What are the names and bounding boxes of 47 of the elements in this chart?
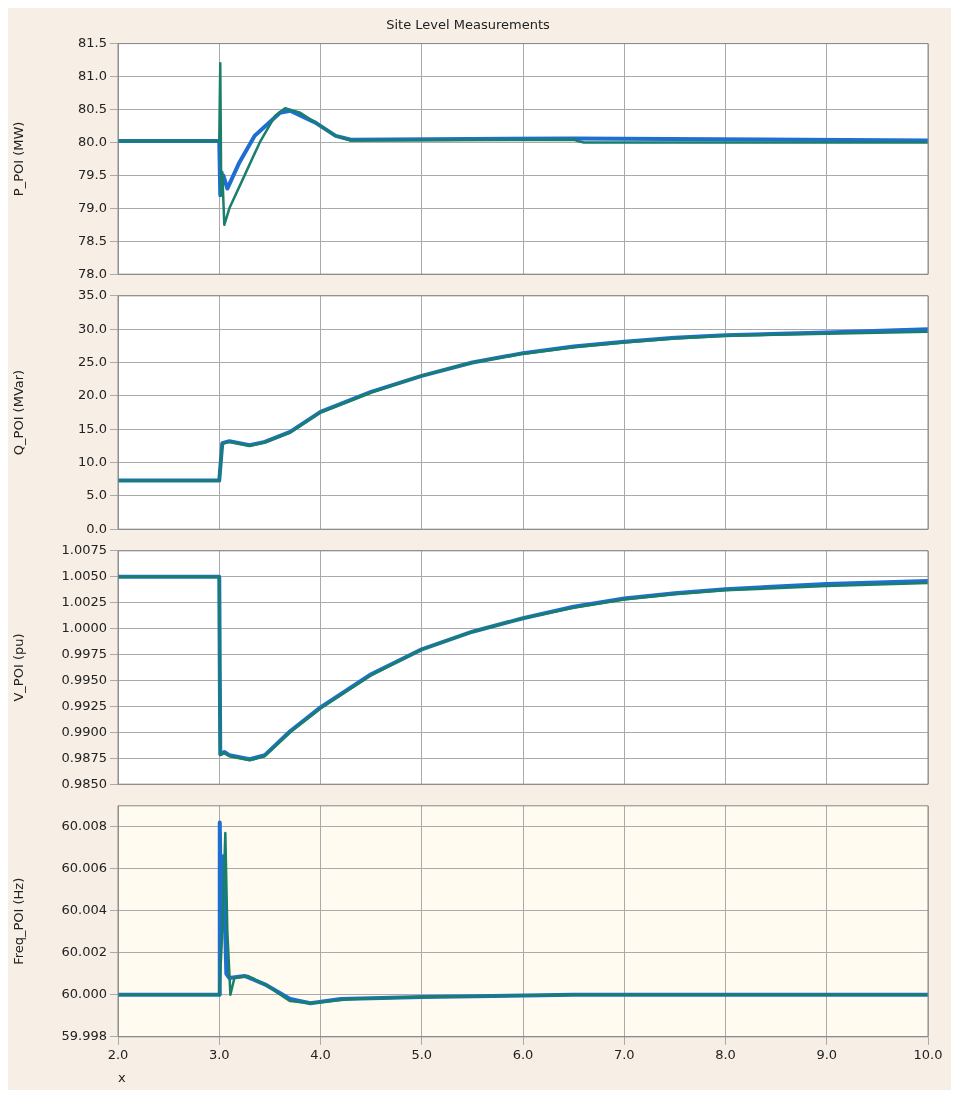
y-tick-label: 60.000 xyxy=(61,986,107,1002)
y-tick-label: 79.5 xyxy=(78,166,107,182)
y-tick-label: 15.0 xyxy=(78,420,107,436)
y-tick-label: 10.0 xyxy=(78,453,107,469)
y-tick-label: 60.006 xyxy=(61,860,107,876)
y-tick-label: 78.5 xyxy=(78,232,107,248)
y-tick-label: 1.0025 xyxy=(61,594,107,610)
y-tick-label: 1.0050 xyxy=(61,568,107,584)
y-tick-label: 59.998 xyxy=(61,1028,107,1044)
x-tick-label: 6.0 xyxy=(512,1046,534,1062)
chart-title: Site Level Measurements xyxy=(386,17,551,33)
y-tick-label: 80.5 xyxy=(78,100,107,116)
y-tick-label: 5.0 xyxy=(86,487,107,503)
y-tick-label: 0.9850 xyxy=(61,775,107,791)
x-tick-label: 2.0 xyxy=(107,1046,129,1062)
y-axis-title: P_POI (MW) xyxy=(11,121,27,197)
y-tick-label: 80.0 xyxy=(78,133,107,149)
y-tick-label: 0.9875 xyxy=(61,749,107,765)
x-tick-label: 8.0 xyxy=(715,1046,736,1062)
y-tick-label: 78.0 xyxy=(78,265,107,281)
y-tick-label: 0.9975 xyxy=(61,645,107,661)
y-tick-label: 60.004 xyxy=(61,902,107,918)
y-tick-label: 0.9950 xyxy=(61,671,107,687)
y-tick-label: 1.0075 xyxy=(61,542,107,558)
x-tick-label: 9.0 xyxy=(816,1046,838,1062)
y-tick-label: 1.0000 xyxy=(61,619,107,635)
y-axis-title: Q_POI (MVar) xyxy=(11,369,27,456)
y-tick-label: 25.0 xyxy=(78,353,107,369)
y-axis-title: V_POI (pu) xyxy=(11,633,27,702)
y-tick-label: 0.9900 xyxy=(61,723,107,739)
y-tick-label: 0.9925 xyxy=(61,697,107,713)
x-tick-label: 4.0 xyxy=(310,1046,331,1062)
x-tick-label: 10.0 xyxy=(913,1046,943,1062)
x-tick-label: 7.0 xyxy=(613,1046,635,1062)
y-tick-label: 60.002 xyxy=(61,944,107,960)
x-axis-title: x xyxy=(118,1069,126,1085)
y-axis-title: Freq_POI (Hz) xyxy=(11,877,27,965)
x-tick-label: 3.0 xyxy=(208,1046,230,1062)
y-tick-label: 30.0 xyxy=(78,320,107,336)
y-tick-label: 81.0 xyxy=(78,67,107,83)
y-tick-label: 35.0 xyxy=(78,287,107,303)
y-tick-label: 20.0 xyxy=(78,387,107,403)
x-tick-label: 5.0 xyxy=(411,1046,433,1062)
y-tick-label: 81.5 xyxy=(78,34,107,50)
y-tick-label: 79.0 xyxy=(78,199,107,215)
y-tick-label: 0.0 xyxy=(86,520,107,536)
y-tick-label: 60.008 xyxy=(61,818,107,834)
